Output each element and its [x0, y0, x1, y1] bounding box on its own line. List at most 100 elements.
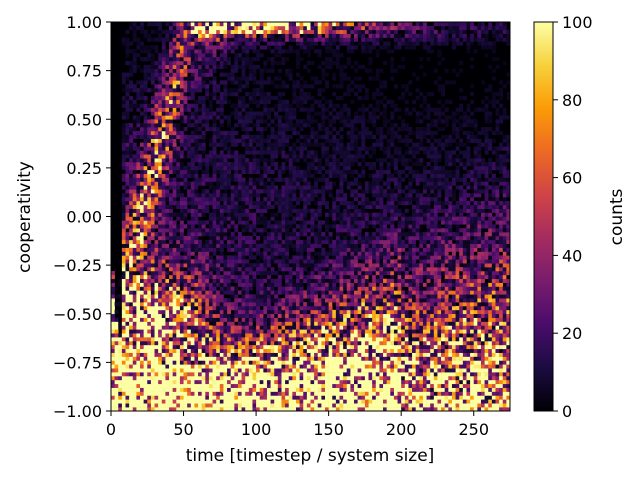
- heatmap-cell: [172, 130, 177, 136]
- heatmap-cell: [183, 243, 188, 248]
- heatmap-cell: [292, 181, 297, 186]
- heatmap-cell: [201, 399, 206, 404]
- heatmap-cell: [281, 41, 286, 46]
- heatmap-cell: [227, 368, 231, 373]
- heatmap-cell: [216, 25, 221, 31]
- heatmap-cell: [252, 88, 257, 93]
- heatmap-cell: [227, 352, 231, 357]
- heatmap-cell: [219, 243, 224, 248]
- heatmap-cell: [121, 337, 126, 342]
- heatmap-cell: [223, 84, 228, 89]
- heatmap-cell: [263, 379, 268, 385]
- heatmap-cell: [129, 80, 134, 85]
- heatmap-cell: [176, 395, 181, 400]
- heatmap-cell: [252, 49, 257, 54]
- heatmap-cell: [208, 395, 213, 400]
- heatmap-cell: [288, 278, 293, 283]
- heatmap-cell: [227, 356, 231, 361]
- heatmap-cell: [140, 146, 144, 151]
- heatmap-cell: [245, 313, 250, 318]
- heatmap-cell: [176, 107, 181, 112]
- heatmap-cell: [161, 235, 166, 241]
- heatmap-cell: [303, 185, 308, 190]
- heatmap-cell: [263, 372, 268, 377]
- heatmap-cell: [198, 274, 202, 280]
- heatmap-cell: [299, 286, 304, 291]
- heatmap-cell: [317, 352, 322, 357]
- heatmap-cell: [179, 200, 184, 206]
- heatmap-cell: [140, 325, 144, 330]
- heatmap-cell: [140, 189, 144, 194]
- heatmap-cell: [295, 123, 300, 128]
- heatmap-cell: [241, 212, 246, 217]
- heatmap-cell: [158, 33, 163, 38]
- heatmap-cell: [205, 173, 210, 178]
- heatmap-cell: [161, 197, 166, 202]
- heatmap-cell: [161, 165, 166, 171]
- heatmap-cell: [169, 138, 173, 143]
- heatmap-cell: [136, 375, 141, 381]
- heatmap-cell: [179, 33, 184, 38]
- heatmap-cell: [140, 92, 144, 97]
- heatmap-cell: [321, 340, 326, 346]
- heatmap-cell: [248, 204, 253, 210]
- heatmap-cell: [205, 45, 210, 50]
- heatmap-cell: [245, 321, 250, 326]
- heatmap-cell: [125, 154, 130, 159]
- heatmap-cell: [299, 375, 304, 381]
- heatmap-cell: [281, 255, 286, 260]
- heatmap-cell: [121, 208, 126, 213]
- heatmap-cell: [147, 165, 152, 171]
- heatmap-cell: [169, 193, 173, 198]
- heatmap-cell: [314, 259, 319, 264]
- heatmap-cell: [263, 60, 268, 66]
- heatmap-cell: [129, 263, 134, 268]
- heatmap-cell: [172, 68, 177, 73]
- heatmap-cell: [325, 181, 329, 186]
- heatmap-cell: [252, 57, 257, 62]
- heatmap-cell: [154, 107, 159, 112]
- heatmap-cell: [129, 255, 134, 260]
- heatmap-cell: [212, 224, 217, 229]
- heatmap-cell: [252, 255, 257, 260]
- heatmap-cell: [129, 181, 134, 186]
- heatmap-cell: [183, 216, 188, 221]
- heatmap-cell: [143, 321, 148, 326]
- heatmap-cell: [252, 154, 257, 159]
- heatmap-cell: [165, 309, 170, 315]
- heatmap-cell: [172, 403, 177, 408]
- heatmap-cell: [143, 193, 148, 198]
- heatmap-cell: [183, 197, 188, 202]
- heatmap-cell: [125, 208, 130, 213]
- heatmap-cell: [219, 224, 224, 229]
- heatmap-cell: [132, 185, 137, 190]
- heatmap-cell: [158, 399, 163, 404]
- heatmap-cell: [125, 340, 130, 346]
- heatmap-cell: [259, 99, 264, 104]
- heatmap-cell: [252, 95, 257, 101]
- heatmap-cell: [125, 88, 130, 93]
- heatmap-cell: [121, 309, 126, 315]
- heatmap-cell: [256, 286, 261, 291]
- heatmap-cell: [190, 375, 195, 381]
- heatmap-cell: [285, 49, 290, 54]
- heatmap-cell: [325, 45, 329, 50]
- heatmap-cell: [158, 25, 163, 31]
- heatmap-cell: [125, 364, 130, 369]
- heatmap-cell: [248, 344, 253, 350]
- heatmap-cell: [194, 321, 199, 326]
- heatmap-cell: [165, 76, 170, 81]
- heatmap-cell: [310, 45, 315, 50]
- heatmap-cell: [314, 142, 319, 147]
- heatmap-cell: [169, 235, 173, 241]
- heatmap-cell: [325, 107, 329, 112]
- heatmap-cell: [161, 305, 166, 311]
- heatmap-cell: [270, 407, 275, 411]
- heatmap-cell: [277, 282, 282, 287]
- heatmap-cell: [263, 321, 268, 326]
- heatmap-cell: [292, 368, 297, 373]
- heatmap-cell: [136, 239, 141, 245]
- heatmap-cell: [259, 127, 264, 132]
- heatmap-cell: [295, 22, 300, 27]
- heatmap-cell: [314, 360, 319, 365]
